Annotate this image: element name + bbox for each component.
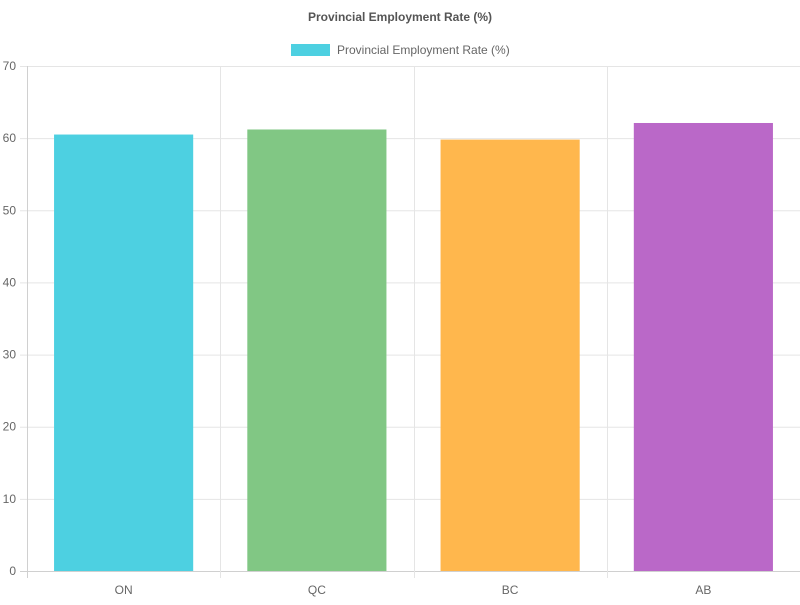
- y-tick-label: 10: [3, 492, 17, 506]
- legend-swatch: [291, 44, 330, 56]
- bar-ab[interactable]: [633, 122, 773, 571]
- y-tick-label: 60: [3, 131, 17, 145]
- bar-on[interactable]: [54, 134, 194, 572]
- chart-title: Provincial Employment Rate (%): [308, 10, 492, 24]
- bar-qc[interactable]: [247, 129, 387, 571]
- y-tick-label: 70: [3, 59, 17, 73]
- y-tick-label: 40: [3, 275, 17, 289]
- legend-label: Provincial Employment Rate (%): [337, 43, 510, 57]
- x-tick-label: BC: [502, 583, 519, 597]
- axis-layer: 0 10 20 30 40 50 60 70 ON QC BC AB: [3, 59, 712, 597]
- y-tick-label: 20: [3, 420, 17, 434]
- x-tick-label: ON: [115, 583, 133, 597]
- legend[interactable]: Provincial Employment Rate (%): [291, 43, 510, 57]
- x-tick-label: AB: [695, 583, 711, 597]
- x-tick-label: QC: [308, 583, 326, 597]
- bars-layer: [54, 122, 773, 572]
- y-tick-label: 30: [3, 348, 17, 362]
- y-tick-label: 0: [9, 564, 16, 578]
- bar-bc[interactable]: [440, 139, 580, 572]
- y-tick-label: 50: [3, 203, 17, 217]
